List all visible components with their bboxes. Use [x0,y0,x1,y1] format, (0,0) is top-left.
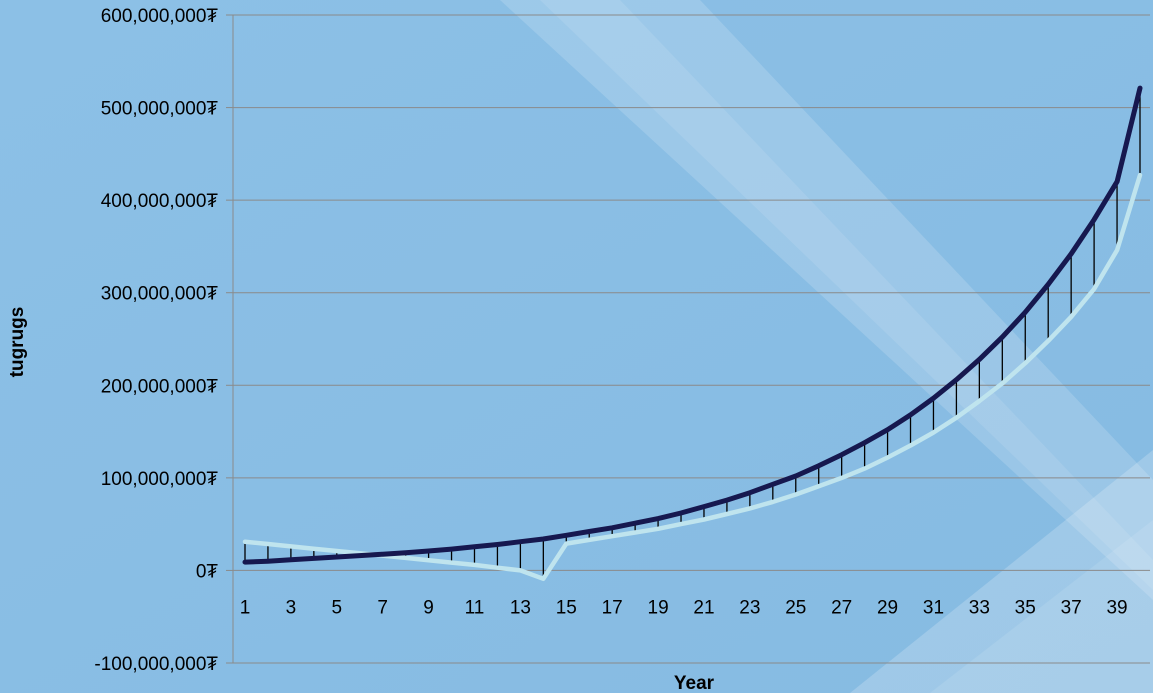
x-tick-label: 31 [923,597,944,618]
y-tick-label: 200,000,000₮ [101,376,219,397]
background-light-wedge [850,450,1153,693]
y-tick-label: 400,000,000₮ [101,191,219,212]
x-tick-label: 37 [1061,597,1082,618]
series-line [242,172,1143,582]
x-tick-label: 3 [286,597,297,618]
x-tick-label: 7 [377,597,388,618]
gridlines [226,14,1150,664]
y-tick-label: 600,000,000₮ [101,6,219,27]
background-light-band-2 [540,0,1153,590]
x-tick-label: 39 [1106,597,1127,618]
y-axis-title: tugrugs [7,307,28,378]
y-tick-label: 100,000,000₮ [101,469,219,490]
x-tick-label: 29 [877,597,898,618]
x-tick-label: 9 [423,597,434,618]
x-tick-label: 35 [1015,597,1036,618]
x-tick-label: 13 [510,597,531,618]
x-tick-label: 27 [831,597,852,618]
x-axis-title: Year [674,673,715,693]
x-tick-label: 23 [739,597,760,618]
y-tick-label: 0₮ [196,561,219,582]
x-tick-label: 15 [556,597,577,618]
y-tick-label: 300,000,000₮ [101,284,219,305]
x-tick-label: 19 [648,597,669,618]
x-axis-tick-labels: 1 3 5 7 9 11 13 15 17 19 21 23 25 27 29 31 33 35 37 39 [240,597,1128,618]
x-tick-label: 5 [332,597,343,618]
x-tick-label: 1 [240,597,251,618]
x-tick-label: 33 [969,597,990,618]
x-tick-label: 21 [693,597,714,618]
y-tick-label: 500,000,000₮ [101,99,219,120]
x-tick-label: 11 [465,597,485,618]
y-tick-label: -100,000,000₮ [94,654,218,675]
background-light-band [500,0,1153,600]
series-line [242,85,1143,565]
background-light-wedge-2 [930,520,1153,693]
series-lines [242,85,1143,582]
x-tick-label: 17 [602,597,623,618]
x-tick-label: 25 [785,597,806,618]
y-axis-tick-labels: -100,000,000₮ 0₮ 100,000,000₮ 200,000,000₮ 3… [94,6,218,675]
